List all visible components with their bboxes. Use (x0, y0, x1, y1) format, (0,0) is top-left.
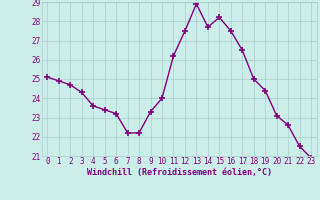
X-axis label: Windchill (Refroidissement éolien,°C): Windchill (Refroidissement éolien,°C) (87, 168, 272, 177)
